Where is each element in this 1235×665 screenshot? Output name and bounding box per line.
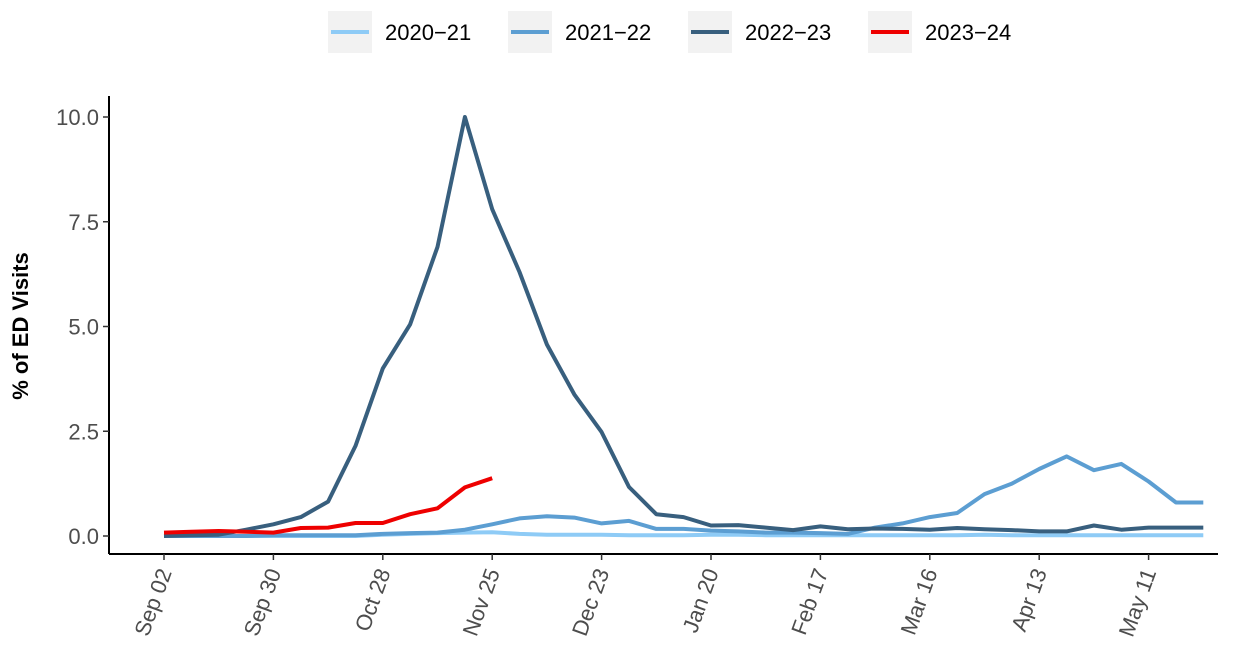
x-tick-label: Sep 02 <box>129 565 176 639</box>
legend-item-4: 2023−24 <box>868 11 1011 53</box>
plot-area: 0.0 2.5 5.0 7.5 10.0 Sep 02 Sep 30 Oct 28 Nov 25… <box>56 96 1218 640</box>
series-line-4 <box>163 476 493 535</box>
x-tick-label: Sep 30 <box>239 565 286 639</box>
y-axis-title: % of ED Visits <box>8 252 33 400</box>
legend-label: 2023−24 <box>925 20 1011 45</box>
y-tick-label: 2.5 <box>68 419 99 444</box>
x-tick-label: Mar 16 <box>896 565 943 638</box>
legend-item-1: 2020−21 <box>328 11 471 53</box>
x-tick-label: Dec 23 <box>567 565 614 639</box>
x-tick-label: Nov 25 <box>458 565 505 639</box>
x-tick-label: Feb 17 <box>786 565 833 638</box>
y-tick-label: 7.5 <box>68 210 99 235</box>
series-line-3 <box>163 115 1204 538</box>
series-line-2 <box>164 454 1204 538</box>
x-tick-label: Jan 20 <box>678 565 724 636</box>
legend-item-2: 2021−22 <box>508 11 651 53</box>
legend-label: 2020−21 <box>385 20 471 45</box>
legend-label: 2022−23 <box>745 20 831 45</box>
legend-label: 2021−22 <box>565 20 651 45</box>
x-tick-label: Apr 13 <box>1006 565 1052 634</box>
x-tick-label: Oct 28 <box>350 565 396 634</box>
x-tick-label: May 11 <box>1114 565 1162 640</box>
legend-item-3: 2022−23 <box>688 11 831 53</box>
y-tick-label: 5.0 <box>68 315 99 340</box>
y-tick-label: 10.0 <box>56 105 99 130</box>
y-tick-label: 0.0 <box>68 524 99 549</box>
legend: 2020−21 2021−22 2022−23 2023−24 <box>328 11 1011 53</box>
